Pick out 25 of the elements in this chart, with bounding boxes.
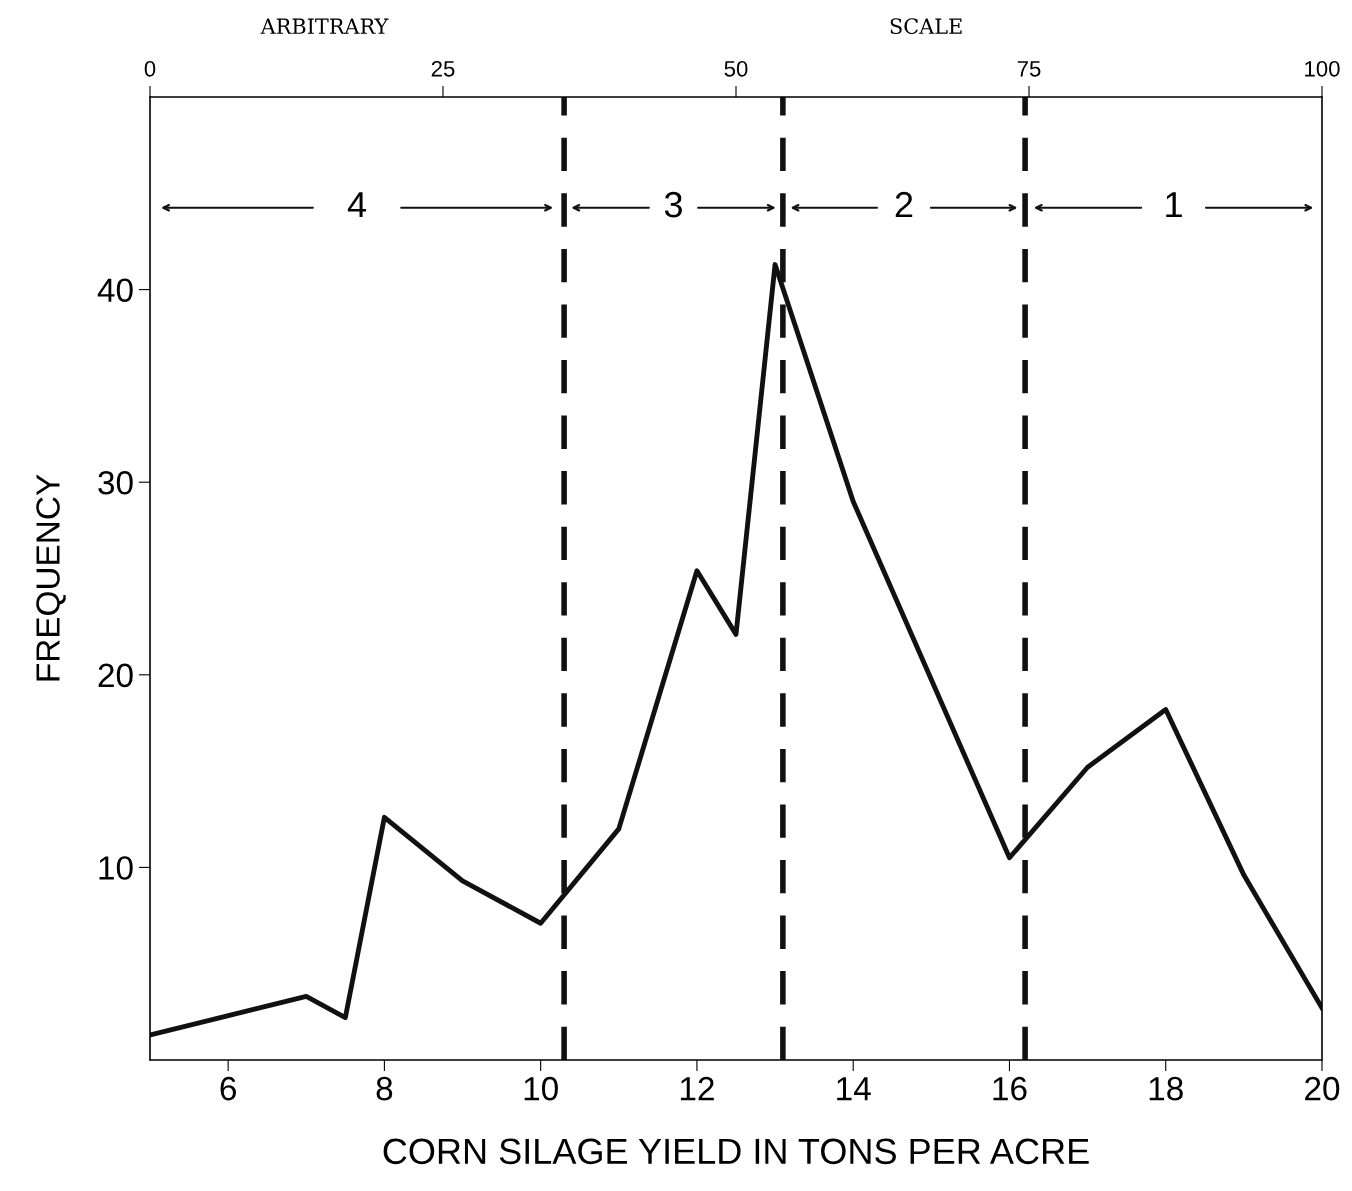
x-tick-label: 12 xyxy=(680,1076,714,1101)
x-tick-label: 6 xyxy=(220,1076,236,1101)
text: SCALE xyxy=(890,18,962,35)
y-tick-label: 40 xyxy=(97,278,133,303)
annotation: 4 xyxy=(347,192,367,218)
x-axis-title: CORN SILAGE YIELD IN TONS PER ACRE xyxy=(383,1138,1089,1165)
text: ARBITRARY xyxy=(260,18,389,34)
x2-tick-label: 100 xyxy=(1305,60,1340,77)
annotation: 2 xyxy=(895,191,913,218)
x2-tick-label: 50 xyxy=(724,60,748,77)
x-tick-label: 18 xyxy=(1149,1076,1183,1101)
y-tick-label: 30 xyxy=(98,471,133,495)
x2-tick-label: 25 xyxy=(431,60,455,77)
y-tick-label: 10 xyxy=(99,856,133,880)
y-axis-title: FREQUENCY xyxy=(36,474,66,681)
x-tick-label: 14 xyxy=(837,1077,871,1101)
y-tick-label: 20 xyxy=(98,663,133,688)
x-tick-label: 20 xyxy=(1305,1076,1340,1101)
annotation: 3 xyxy=(664,191,682,218)
annotation: 1 xyxy=(1166,192,1182,218)
x-tick-label: 8 xyxy=(376,1076,393,1101)
x-tick-label: 16 xyxy=(993,1076,1027,1101)
x2-tick-label: 75 xyxy=(1017,61,1041,77)
x-tick-label: 10 xyxy=(524,1076,558,1101)
x2-tick-label: 0 xyxy=(144,60,156,77)
